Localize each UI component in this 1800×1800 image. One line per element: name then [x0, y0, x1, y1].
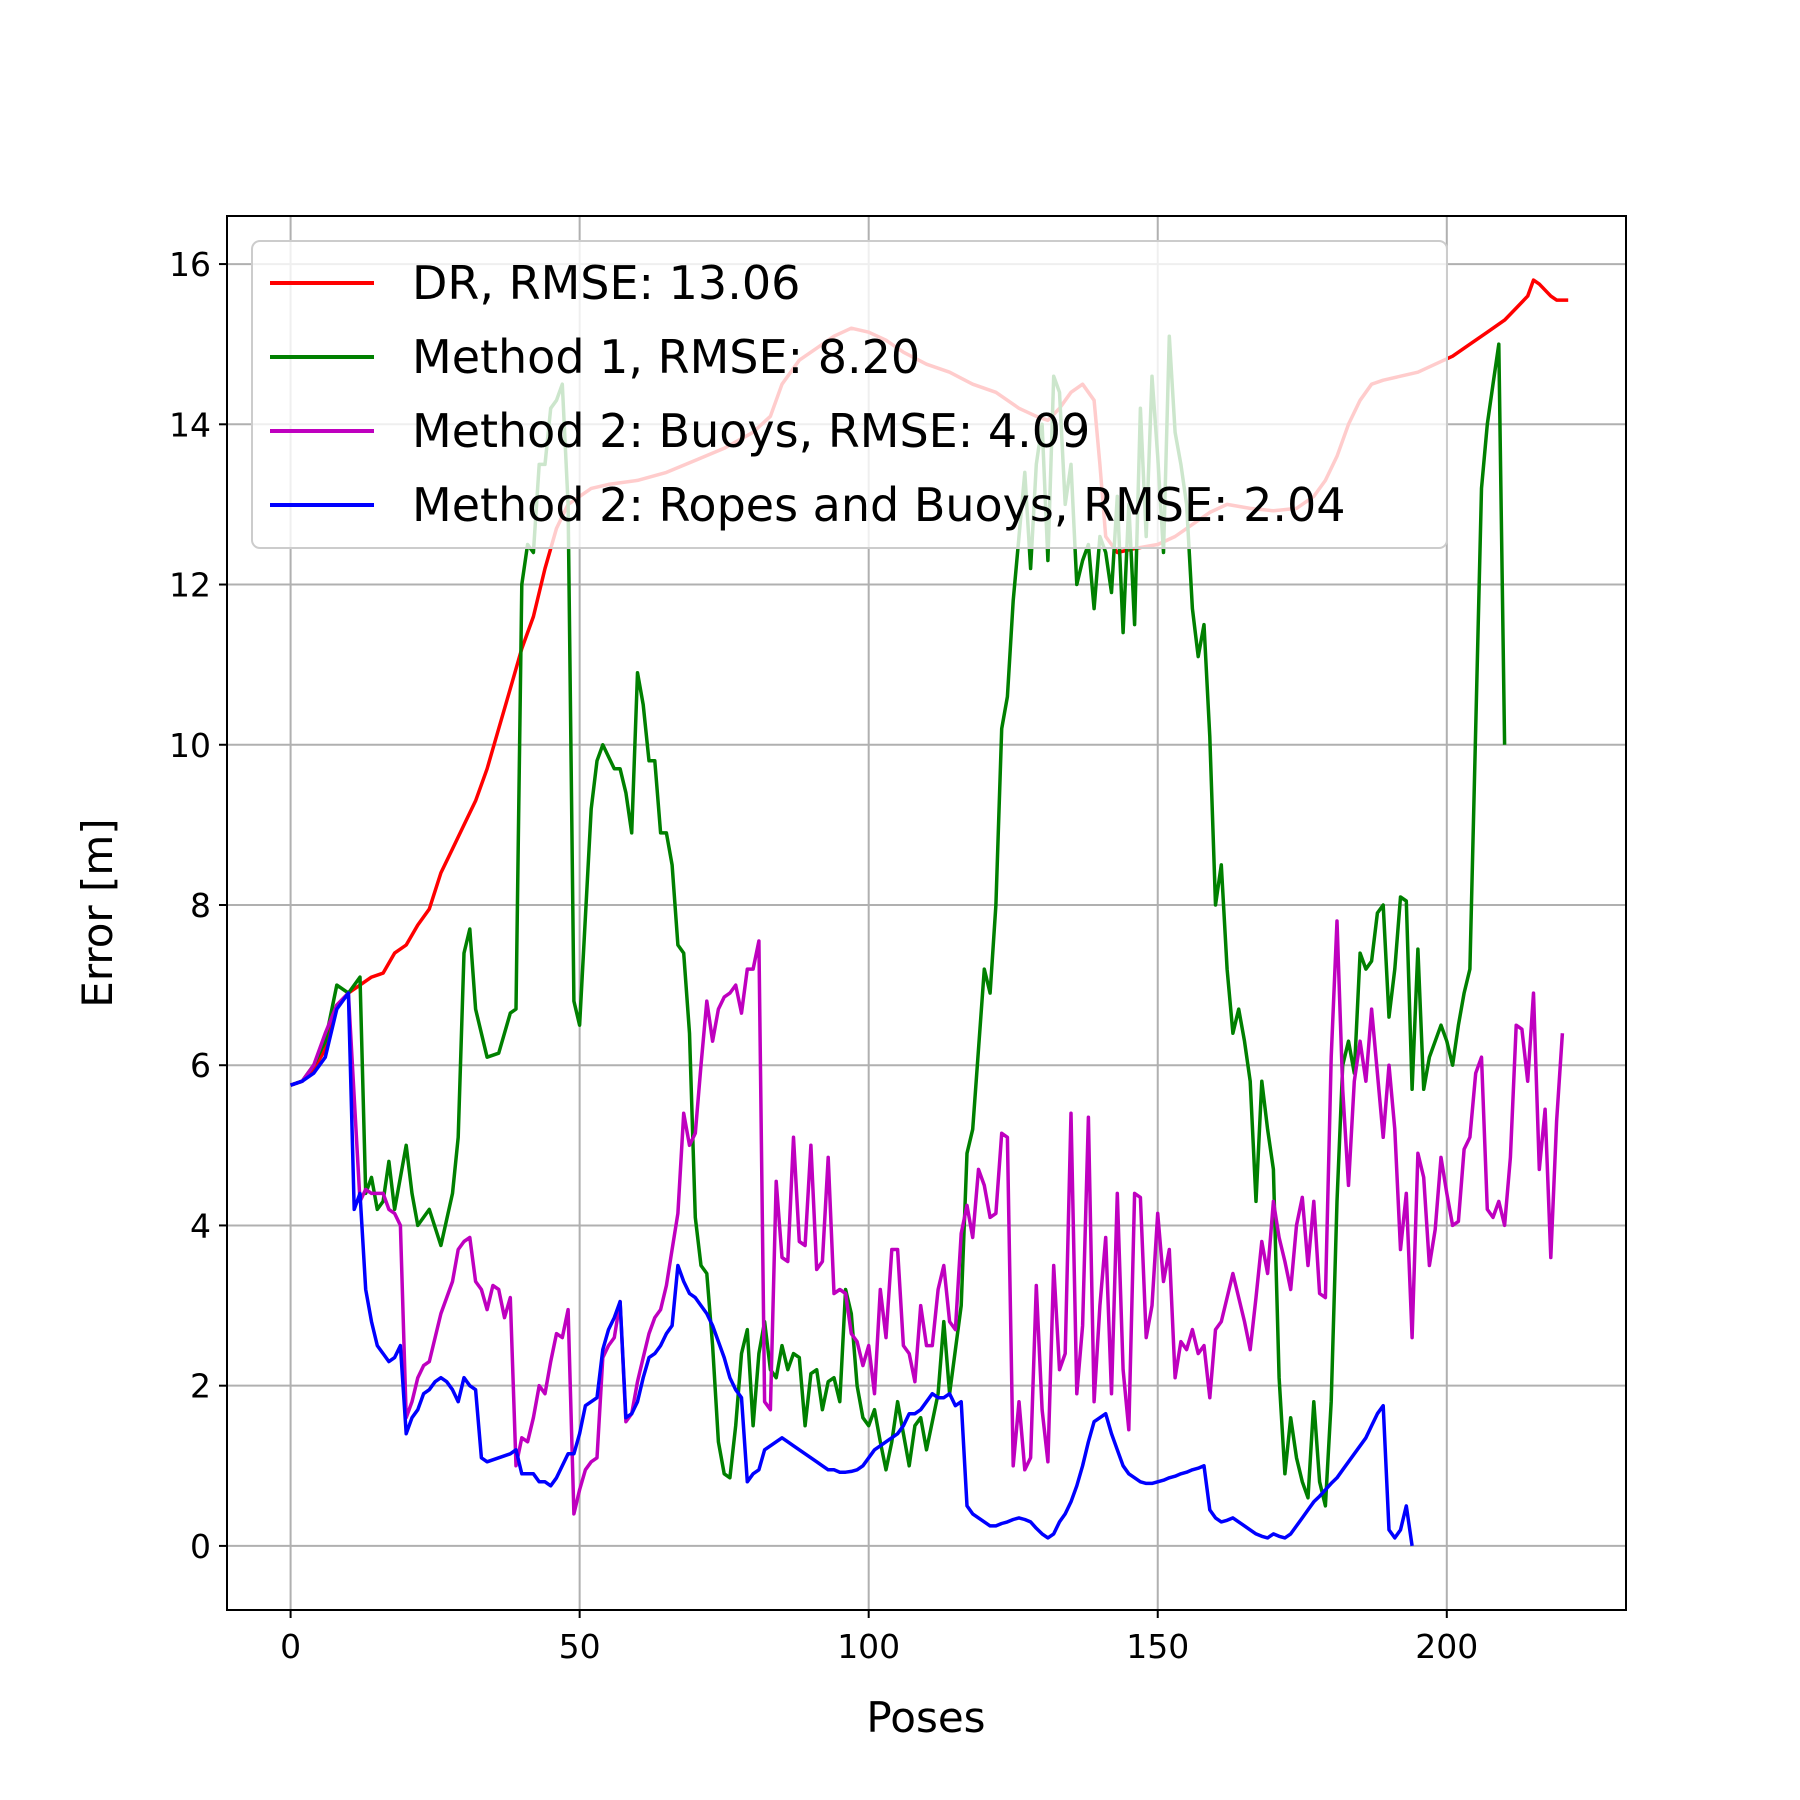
y-tick-label: 4: [190, 1206, 211, 1245]
y-tick-label: 14: [169, 405, 211, 444]
axis-ticks: 0 50 100 150 200 0 2 4 6 8 10 12 14 16: [169, 245, 1478, 1666]
x-axis-label: Poses: [866, 1693, 985, 1742]
legend-label-4: Method 2: Ropes and Buoys, RMSE: 2.04: [412, 478, 1346, 532]
y-tick-label: 10: [169, 726, 211, 765]
series-line-3: [290, 919, 1565, 1516]
legend-label-1: DR, RMSE: 13.06: [412, 256, 800, 310]
legend-entries: DR, RMSE: 13.06 Method 1, RMSE: 8.20 Metho…: [270, 256, 1346, 532]
plot-frame: [226, 215, 1627, 1611]
y-tick-label: 16: [169, 245, 211, 284]
legend-box: [251, 240, 1448, 549]
y-axis-label: Error [m]: [73, 818, 122, 1007]
y-tick-label: 8: [190, 886, 211, 925]
legend-label-3: Method 2: Buoys, RMSE: 4.09: [412, 404, 1090, 458]
legend: DR, RMSE: 13.06 Method 1, RMSE: 8.20 Metho…: [251, 240, 1448, 549]
legend-label-2: Method 1, RMSE: 8.20: [412, 330, 920, 384]
series-line-4: [290, 991, 1414, 1547]
y-tick-label: 2: [190, 1367, 211, 1406]
x-tick-label: 0: [280, 1627, 301, 1666]
x-tick-label: 100: [837, 1627, 900, 1666]
x-tick-label: 150: [1126, 1627, 1189, 1666]
y-tick-label: 12: [169, 566, 211, 605]
x-tick-label: 50: [559, 1627, 601, 1666]
y-tick-label: 6: [190, 1046, 211, 1085]
y-tick-label: 0: [190, 1527, 211, 1566]
x-tick-label: 200: [1415, 1627, 1478, 1666]
